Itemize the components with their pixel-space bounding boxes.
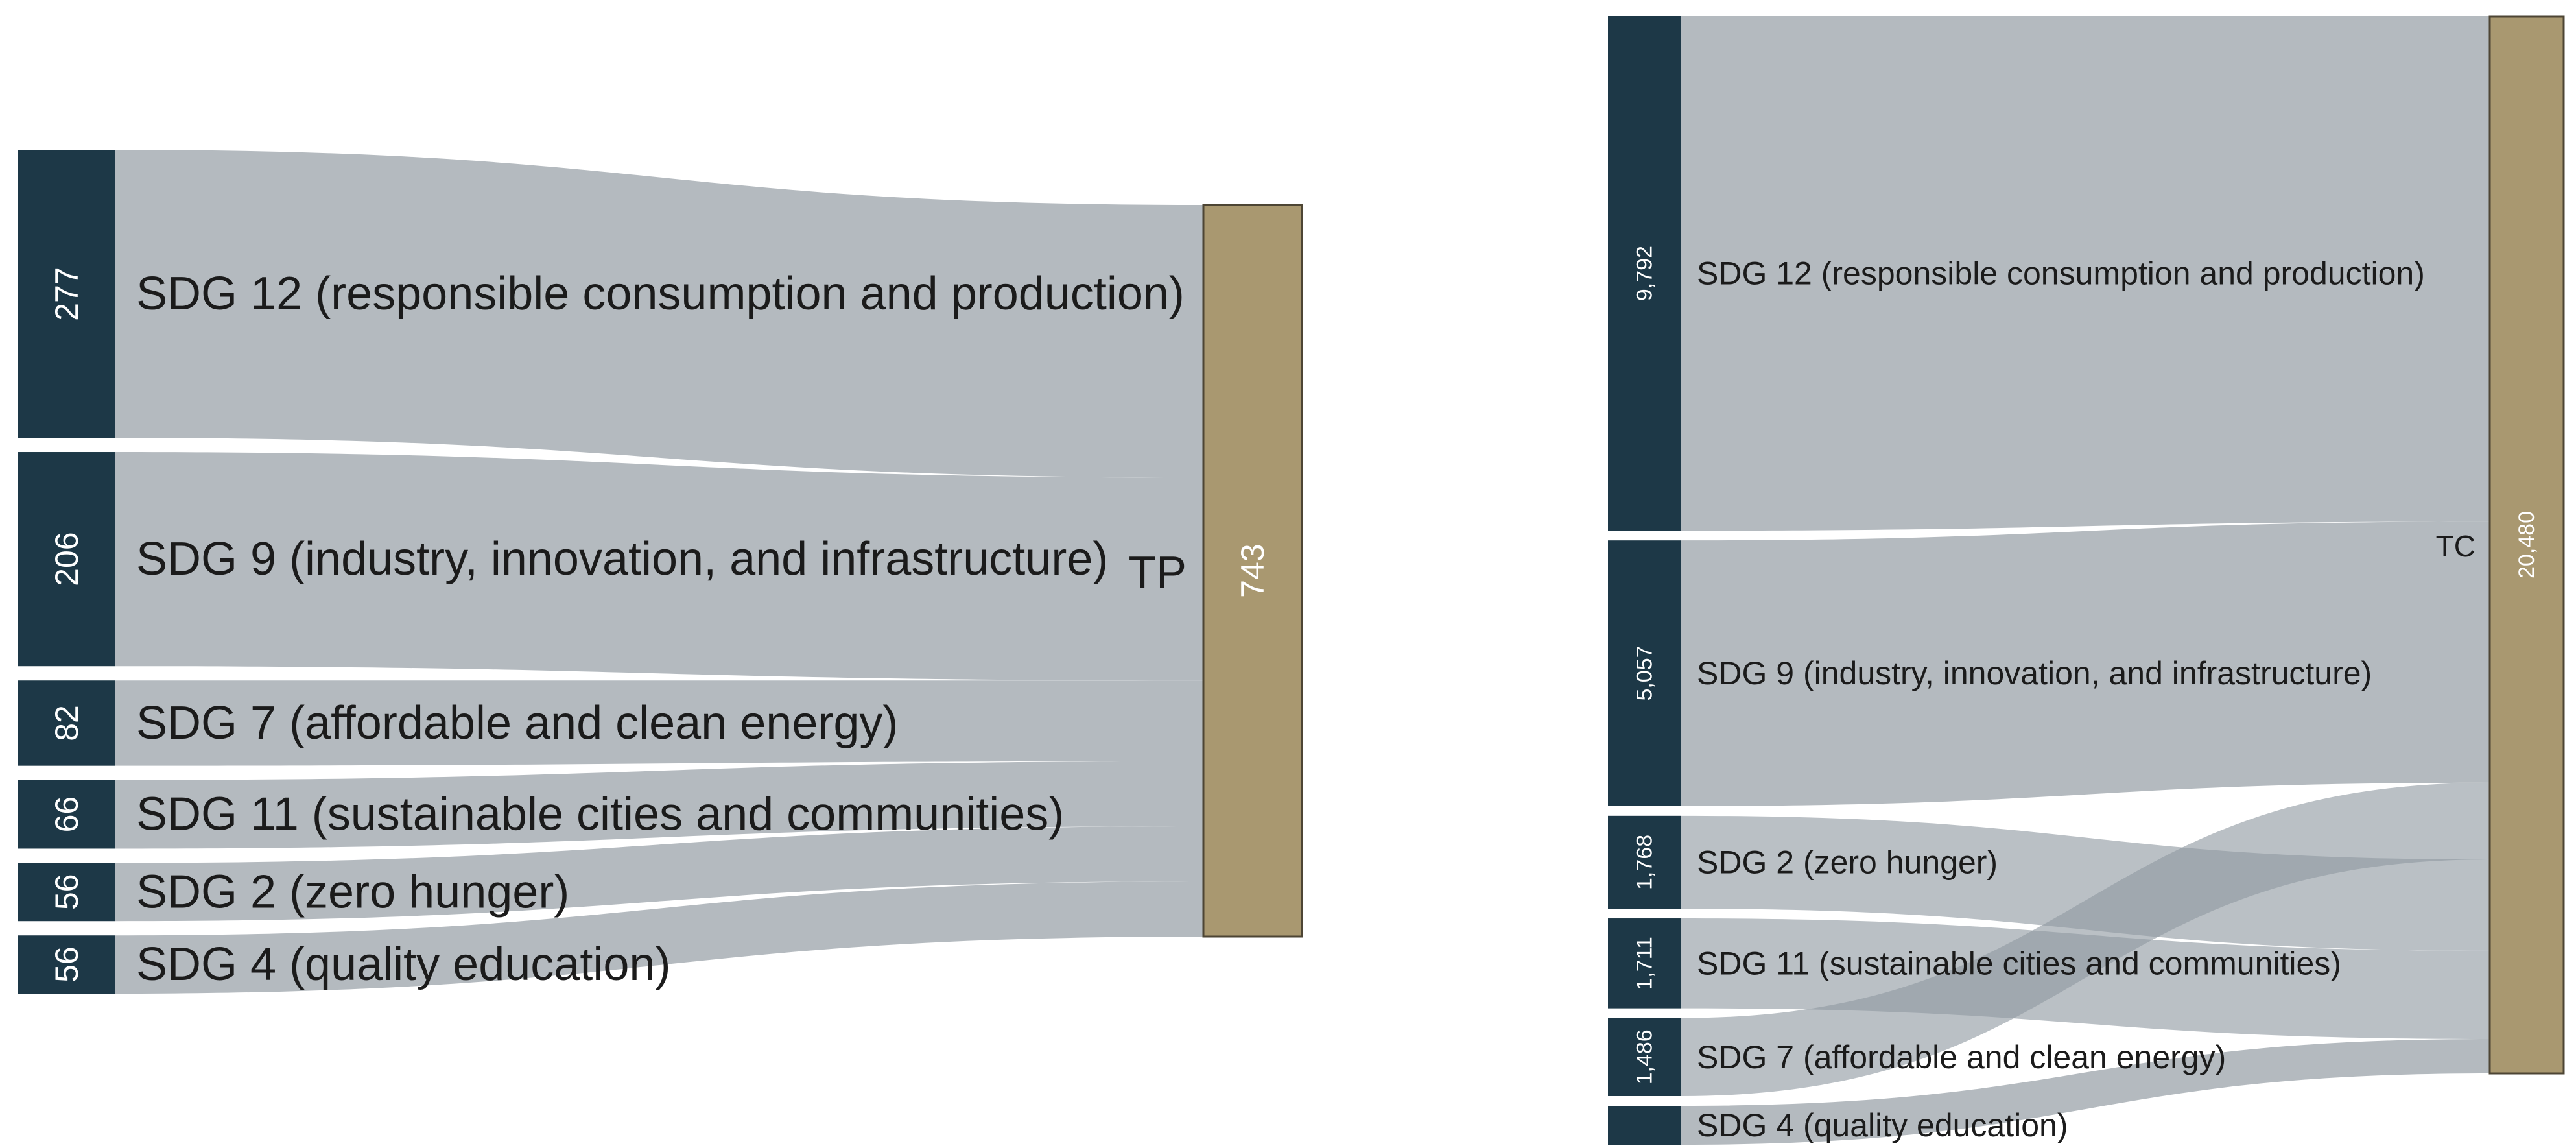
source-value: 1,768 — [1633, 835, 1657, 890]
source-node — [1608, 540, 1681, 806]
flow-links — [1681, 16, 2490, 1145]
flow-link — [115, 452, 1203, 681]
source-label: SDG 2 (zero hunger) — [1697, 844, 1998, 880]
source-value: 82 — [49, 705, 85, 741]
target-value: 20,480 — [2514, 511, 2539, 579]
source-node-group: SDG 2 (zero hunger) 1,768 — [1608, 815, 1998, 909]
source-label: SDG 12 (responsible consumption and prod… — [136, 268, 1185, 320]
source-node — [18, 780, 115, 849]
source-node — [1608, 918, 1681, 1009]
sankey-chart-1: SDG 12 (responsible consumption and prod… — [18, 150, 1303, 994]
source-node-group: SDG 4 (quality education) 56 — [18, 935, 670, 994]
source-label: SDG 12 (responsible consumption and prod… — [1697, 256, 2425, 292]
source-node-group: SDG 9 (industry, innovation, and infrast… — [1608, 540, 2372, 806]
source-label: SDG 2 (zero hunger) — [136, 866, 569, 918]
source-label: SDG 4 (quality education) — [136, 939, 670, 990]
source-node — [18, 680, 115, 766]
source-node — [18, 452, 115, 667]
source-label: SDG 9 (industry, innovation, and infrast… — [1697, 655, 2372, 691]
source-node-group: SDG 2 (zero hunger) 56 — [18, 863, 569, 922]
source-node-group: SDG 7 (affordable and clean energy) 82 — [18, 680, 898, 766]
source-node — [18, 150, 115, 438]
source-node-group: SDG 11 (sustainable cities and communiti… — [1608, 918, 2341, 1009]
flow-link — [1681, 16, 2490, 531]
flow-links — [115, 150, 1203, 994]
source-node — [1608, 815, 1681, 909]
source-node-group: SDG 9 (industry, innovation, and infrast… — [18, 452, 1108, 667]
target-label: TC — [2436, 529, 2476, 563]
sankey-chart-2: SDG 12 (responsible consumption and prod… — [1608, 15, 2565, 1145]
source-node-group: SDG 12 (responsible consumption and prod… — [18, 150, 1185, 438]
flow-link — [1681, 815, 2490, 951]
source-value: 9,792 — [1633, 246, 1657, 301]
source-node — [18, 863, 115, 922]
source-node — [1608, 1018, 1681, 1096]
source-node-group: SDG 4 (quality education) — [1608, 1106, 2068, 1145]
target-node-group: 20,480 TC — [2436, 15, 2565, 1075]
source-label: SDG 7 (affordable and clean energy) — [136, 697, 898, 749]
source-value: 206 — [49, 532, 85, 586]
source-value: 66 — [49, 796, 85, 833]
source-node-group: SDG 7 (affordable and clean energy) 1,486 — [1608, 1018, 2226, 1096]
source-value: 1,486 — [1633, 1029, 1657, 1084]
source-label: SDG 7 (affordable and clean energy) — [1697, 1039, 2226, 1075]
flow-link — [115, 150, 1203, 478]
source-label: SDG 11 (sustainable cities and communiti… — [136, 789, 1064, 841]
source-label: SDG 9 (industry, innovation, and infrast… — [136, 533, 1108, 585]
flow-link — [115, 680, 1203, 766]
source-label: SDG 11 (sustainable cities and communiti… — [1697, 945, 2341, 981]
source-value: 56 — [49, 874, 85, 911]
source-value: 1,711 — [1633, 937, 1657, 990]
flow-link — [1681, 782, 2490, 1096]
target-label: TP — [1129, 547, 1187, 597]
source-label: SDG 4 (quality education) — [1697, 1107, 2068, 1143]
target-node — [1202, 204, 1303, 938]
source-value: 56 — [49, 946, 85, 983]
flow-link — [115, 881, 1203, 994]
source-node — [1608, 16, 1681, 531]
target-node — [2488, 15, 2565, 1075]
flow-link — [1681, 521, 2490, 806]
source-value: 5,057 — [1633, 645, 1657, 700]
source-value: 277 — [49, 267, 85, 320]
source-node-group: SDG 12 (responsible consumption and prod… — [1608, 16, 2425, 531]
target-value: 743 — [1235, 544, 1271, 597]
flow-link — [115, 761, 1203, 849]
source-node — [1608, 1106, 1681, 1145]
flow-link — [1681, 1038, 2490, 1145]
source-node — [18, 935, 115, 994]
source-node-group: SDG 11 (sustainable cities and communiti… — [18, 780, 1064, 849]
flow-link — [115, 826, 1203, 922]
target-node-group: 743 TP — [1129, 204, 1303, 938]
